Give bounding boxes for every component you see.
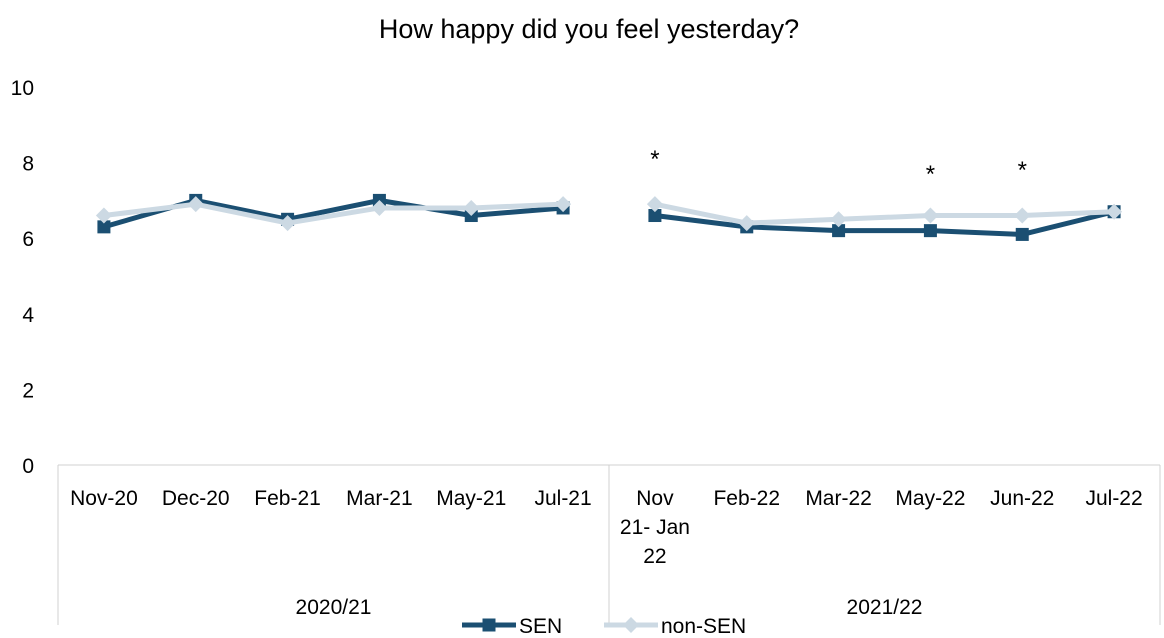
x-tick-label: Jul-22 xyxy=(1085,487,1142,510)
x-tick-label: Mar-22 xyxy=(805,487,872,510)
significance-asterisk: * xyxy=(1018,157,1027,184)
chart-legend: SEN non-SEN xyxy=(462,615,746,638)
x-tick-label: Feb-21 xyxy=(254,487,321,510)
data-point-non-sen xyxy=(922,207,939,224)
chart-annotations: * * * xyxy=(650,146,1027,188)
legend-label-non-sen: non-SEN xyxy=(661,615,746,638)
data-point-sen xyxy=(923,224,937,238)
group-label: 2021/22 xyxy=(847,596,923,619)
data-point-non-sen xyxy=(187,196,204,213)
data-point-non-sen xyxy=(371,199,388,216)
significance-asterisk: * xyxy=(926,161,935,188)
data-point-sen xyxy=(1015,227,1029,241)
y-tick-label: 6 xyxy=(22,228,34,251)
x-tick-label: Feb-22 xyxy=(713,487,780,510)
series-line-sen xyxy=(654,209,1115,237)
y-axis-ticks: 0 2 4 6 8 10 xyxy=(11,77,35,478)
chart-series xyxy=(95,193,1123,241)
data-point-sen xyxy=(97,220,111,234)
data-point-non-sen xyxy=(1014,207,1031,224)
data-point-non-sen xyxy=(95,207,112,224)
legend-marker-sen xyxy=(482,618,496,632)
x-tick-label: May-21 xyxy=(436,487,506,510)
data-point-non-sen xyxy=(646,196,663,213)
x-tick-label: May-22 xyxy=(895,487,965,510)
x-tick-label: Nov-20 xyxy=(70,487,138,510)
group-label: 2020/21 xyxy=(296,596,372,619)
x-tick-label: Mar-21 xyxy=(346,487,413,510)
legend-marker-non-sen xyxy=(623,617,639,633)
x-axis-group-labels: 2020/21 2021/22 xyxy=(296,596,923,619)
legend-label-sen: SEN xyxy=(519,615,562,638)
series-line-non-sen xyxy=(654,201,1115,226)
significance-asterisk: * xyxy=(650,146,659,173)
x-tick-label: Jun-22 xyxy=(990,487,1054,510)
y-tick-label: 8 xyxy=(22,153,34,176)
series-line-non-sen xyxy=(103,201,564,226)
x-tick-label: Nov 21- Jan 22 xyxy=(620,487,690,568)
data-point-non-sen xyxy=(738,215,755,232)
y-tick-label: 4 xyxy=(22,304,34,327)
y-tick-label: 2 xyxy=(22,379,34,402)
data-point-sen xyxy=(648,209,662,223)
chart-title: How happy did you feel yesterday? xyxy=(379,14,799,44)
x-tick-label: Dec-20 xyxy=(162,487,230,510)
x-axis xyxy=(57,464,1161,625)
data-point-sen xyxy=(832,224,846,238)
y-tick-label: 0 xyxy=(22,455,34,478)
data-point-non-sen xyxy=(279,215,296,232)
data-point-non-sen xyxy=(555,196,572,213)
data-point-non-sen xyxy=(1106,203,1123,220)
data-point-non-sen xyxy=(463,199,480,216)
x-axis-tick-labels: Nov-20 Dec-20 Feb-21 Mar-21 May-21 Jul-21 Nov 2… xyxy=(70,487,1143,568)
data-point-non-sen xyxy=(830,211,847,228)
y-tick-label: 10 xyxy=(11,77,34,100)
x-tick-label: Jul-21 xyxy=(534,487,591,510)
